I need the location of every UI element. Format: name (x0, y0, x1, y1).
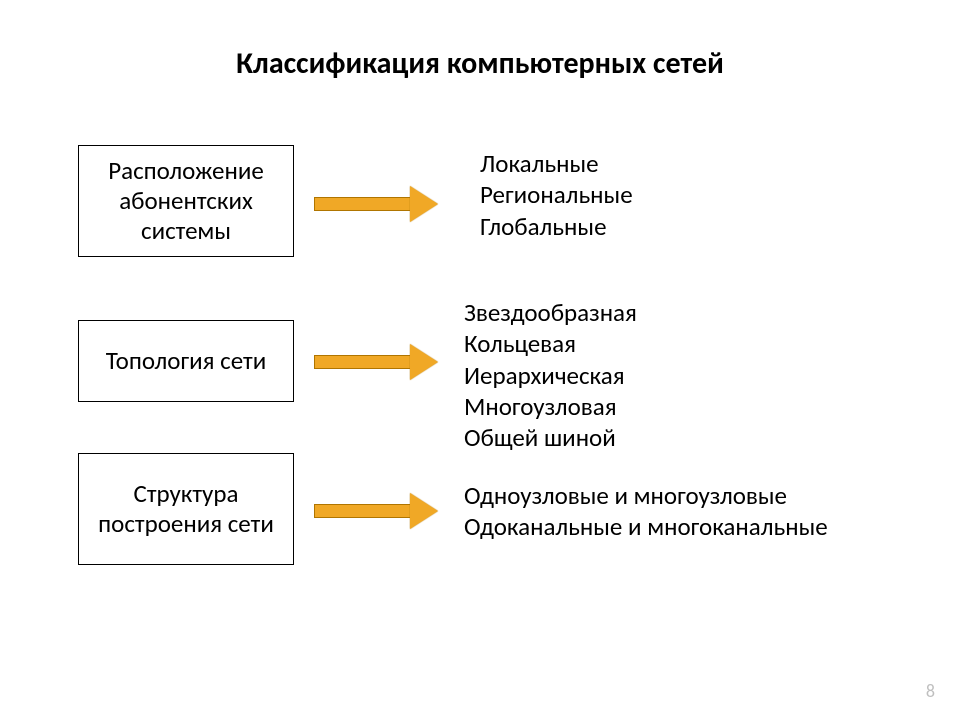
list-item: Общей шиной (464, 422, 637, 453)
category-label: Структура построения сети (89, 479, 283, 539)
category-box-location: Расположение абонентских системы (78, 145, 294, 257)
list-item: Иерархическая (464, 360, 637, 391)
category-label: Топология сети (106, 346, 267, 376)
list-item: Глобальные (480, 211, 633, 242)
list-item: Одноузловые и многоузловые (464, 480, 828, 511)
items-list-structure: Одноузловые и многоузловыеОдоканальные и… (464, 480, 828, 543)
list-item: Локальные (480, 148, 633, 179)
category-box-topology: Топология сети (78, 320, 294, 402)
items-list-location: ЛокальныеРегиональныеГлобальные (480, 148, 633, 242)
arrow-icon (314, 186, 438, 222)
list-item: Многоузловая (464, 391, 637, 422)
items-list-topology: ЗвездообразнаяКольцеваяИерархическаяМног… (464, 297, 637, 453)
page-number: 8 (926, 680, 935, 702)
category-box-structure: Структура построения сети (78, 453, 294, 565)
list-item: Кольцевая (464, 328, 637, 359)
list-item: Региональные (480, 179, 633, 210)
arrow-icon (314, 344, 438, 380)
category-label: Расположение абонентских системы (89, 156, 283, 246)
arrow-icon (314, 493, 438, 529)
slide-title: Классификация компьютерных сетей (0, 45, 960, 82)
list-item: Звездообразная (464, 297, 637, 328)
list-item: Одоканальные и многоканальные (464, 511, 828, 542)
